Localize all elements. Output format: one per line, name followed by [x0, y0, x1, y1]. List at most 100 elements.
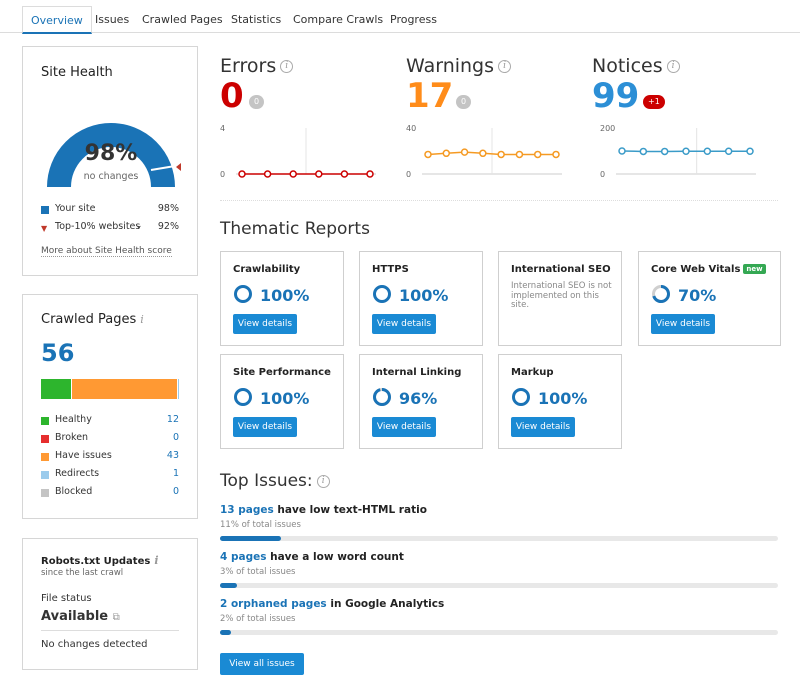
- legend-redirects[interactable]: Redirects 1: [41, 468, 179, 482]
- info-icon[interactable]: i: [498, 60, 512, 73]
- triangle-down-icon: ▼: [41, 224, 48, 233]
- data-point: [724, 147, 733, 155]
- report-markup: Markup 100% View details: [498, 354, 622, 449]
- issue-link[interactable]: 13 pages: [220, 504, 274, 516]
- data-point: [497, 150, 505, 159]
- crawled-pages-bar-segment[interactable]: [176, 379, 179, 399]
- issue-link[interactable]: 2 orphaned pages: [220, 598, 327, 610]
- internal-linking-view-details-button[interactable]: View details: [372, 417, 436, 437]
- core-web-vitals-ring-icon: [652, 285, 670, 303]
- report-title: Markup: [511, 367, 554, 378]
- legend-value: 92%: [157, 221, 179, 232]
- blocked-swatch: [41, 489, 49, 497]
- info-icon[interactable]: i: [140, 313, 144, 326]
- legend-blocked[interactable]: Blocked 0: [41, 486, 179, 500]
- legend-value[interactable]: 43: [166, 450, 179, 461]
- new-badge: new: [743, 264, 766, 274]
- notices-delta-badge: +1: [643, 95, 665, 109]
- issue-link[interactable]: 4 pages: [220, 551, 267, 563]
- data-point: [442, 149, 451, 158]
- errors-label: Errors i: [220, 55, 294, 77]
- warnings-count[interactable]: 17: [406, 76, 454, 116]
- report-title: International SEO: [511, 264, 611, 275]
- report-title: Site Performance: [233, 367, 331, 378]
- legend-value[interactable]: 1: [172, 468, 179, 479]
- issue-text: in Google Analytics: [326, 598, 445, 610]
- report-title: Crawlability: [233, 264, 301, 275]
- errors-label-text: Errors: [220, 55, 277, 77]
- chevron-down-icon[interactable]: ⌄: [135, 221, 143, 231]
- crawlability-ring-icon: [234, 285, 252, 303]
- site-health-percent: 98%: [84, 141, 138, 166]
- notices-label-text: Notices: [592, 55, 663, 77]
- legend-label: Have issues: [55, 450, 112, 461]
- legend-broken[interactable]: Broken 0: [41, 432, 179, 446]
- legend-healthy[interactable]: Healthy 12: [41, 414, 179, 428]
- info-icon[interactable]: i: [666, 60, 680, 73]
- report-international-seo: International SEO International SEO is n…: [498, 251, 622, 346]
- legend-label: Redirects: [55, 468, 100, 479]
- info-icon[interactable]: i: [316, 474, 330, 488]
- crawled-pages-bar-segment[interactable]: [41, 379, 71, 399]
- issue-title: 2 orphaned pages in Google Analytics: [220, 598, 778, 610]
- file-status-label: File status: [41, 593, 92, 604]
- crawled-pages-bar-segment[interactable]: [70, 379, 177, 399]
- legend-top-10[interactable]: ▼ Top-10% websites ⌄ 92%: [41, 221, 179, 235]
- tab-progress[interactable]: Progress: [390, 13, 437, 26]
- y-axis-max-label: 200: [600, 124, 615, 133]
- data-point: [479, 149, 487, 158]
- issue-progress-track: [220, 630, 778, 635]
- legend-have-issues[interactable]: Have issues 43: [41, 450, 179, 464]
- markup-view-details-button[interactable]: View details: [511, 417, 575, 437]
- site-health-gauge: [47, 123, 181, 188]
- report-title: Core Web Vitals new: [651, 264, 766, 275]
- issue-share: 2% of total issues: [220, 614, 296, 624]
- data-point: [703, 147, 712, 155]
- site-health-more-link[interactable]: More about Site Health score: [41, 246, 172, 257]
- view-all-issues-button[interactable]: View all issues: [220, 653, 304, 675]
- robots-card: Robots.txt Updates i since the last crawl…: [22, 538, 198, 670]
- report-percent: 100%: [260, 389, 310, 408]
- notices-count[interactable]: 99: [592, 76, 640, 116]
- https-ring-icon: [373, 285, 391, 303]
- site-health-card: Site Health 98% no changes Your site 98%…: [22, 46, 198, 276]
- crawled-pages-title-text: Crawled Pages: [41, 312, 137, 327]
- tab-statistics[interactable]: Statistics: [231, 13, 282, 26]
- tab-compare-crawls[interactable]: Compare Crawls: [293, 13, 384, 26]
- tab-issues[interactable]: Issues: [95, 13, 130, 26]
- core-web-vitals-view-details-button[interactable]: View details: [651, 314, 715, 334]
- data-point: [366, 170, 374, 178]
- external-link-icon[interactable]: ⧉: [112, 612, 120, 623]
- info-icon[interactable]: i: [154, 554, 159, 567]
- errors-count[interactable]: 0: [220, 76, 244, 116]
- internal-linking-ring-icon: [373, 388, 391, 406]
- tab-crawled-pages[interactable]: Crawled Pages: [142, 13, 223, 26]
- legend-value[interactable]: 0: [172, 432, 179, 443]
- crawlability-view-details-button[interactable]: View details: [233, 314, 297, 334]
- y-axis-max-label: 40: [406, 124, 416, 133]
- data-point: [263, 170, 272, 178]
- legend-value[interactable]: 0: [172, 486, 179, 497]
- data-point: [618, 147, 626, 155]
- info-icon[interactable]: i: [280, 60, 294, 73]
- robots-title-text: Robots.txt Updates: [41, 556, 151, 567]
- file-status-value: Available ⧉: [41, 609, 120, 624]
- report-crawlability: Crawlability 100% View details: [220, 251, 344, 346]
- robots-since: since the last crawl: [41, 568, 124, 578]
- tab-overview[interactable]: Overview: [22, 6, 92, 34]
- legend-label: Blocked: [55, 486, 93, 497]
- warnings-trend-chart: 40 0: [406, 124, 562, 179]
- y-axis-max-label: 4: [220, 124, 225, 133]
- section-divider: [220, 200, 778, 201]
- report-note: International SEO is not implemented on …: [511, 281, 612, 310]
- divider: [41, 630, 179, 631]
- crawled-pages-bar: [41, 379, 179, 399]
- https-view-details-button[interactable]: View details: [372, 314, 436, 334]
- legend-value[interactable]: 12: [166, 414, 179, 425]
- markup-ring-icon: [512, 388, 530, 406]
- issue-title: 13 pages have low text-HTML ratio: [220, 504, 778, 516]
- issue-share: 3% of total issues: [220, 567, 296, 577]
- issue-progress-fill: [220, 583, 237, 588]
- site-performance-view-details-button[interactable]: View details: [233, 417, 297, 437]
- errors-delta-badge: 0: [249, 95, 265, 109]
